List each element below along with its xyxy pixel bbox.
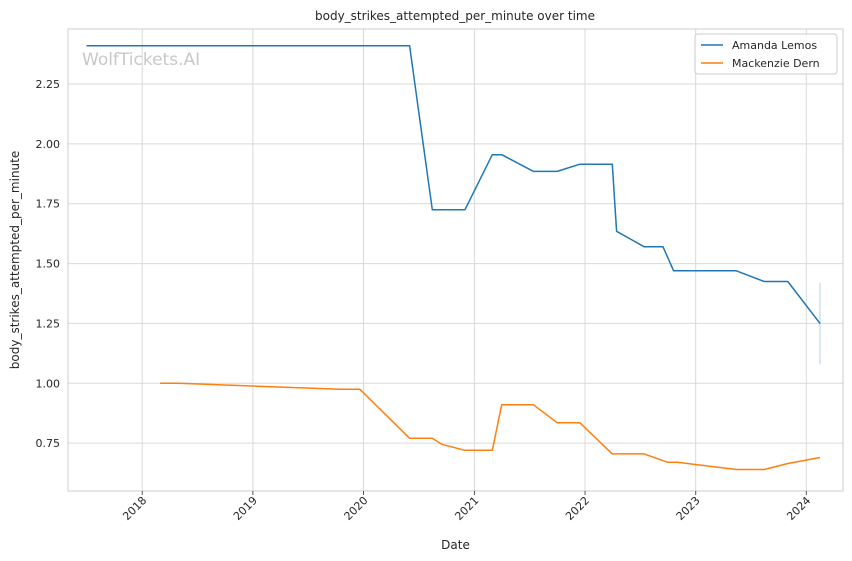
series-line-2: [160, 382, 821, 471]
legend-label-1: Amanda Lemos: [732, 39, 817, 52]
y-tick-label: 1.25: [36, 317, 61, 330]
y-tick-label: 1.75: [36, 198, 61, 211]
y-axis-title: body_strikes_attempted_per_minute: [8, 151, 22, 369]
y-tick-label: 1.00: [36, 377, 61, 390]
y-tick-label: 1.50: [36, 258, 61, 271]
series-layer: [86, 45, 821, 471]
y-tick-label: 0.75: [36, 437, 61, 450]
chart-title: body_strikes_attempted_per_minute over t…: [315, 9, 595, 23]
legend: Amanda Lemos Mackenzie Dern: [694, 33, 838, 75]
y-axis: 0.75 1.00 1.25 1.50 1.75 2.00 2.25: [36, 78, 61, 450]
legend-box: [694, 33, 838, 75]
y-tick-label: 2.25: [36, 78, 61, 91]
watermark: WolfTickets.AI: [82, 50, 200, 70]
plot-frame: [67, 28, 844, 492]
y-tick-label: 2.00: [36, 138, 61, 151]
x-axis-title: Date: [441, 538, 470, 552]
legend-label-2: Mackenzie Dern: [732, 57, 820, 70]
plot-area: WolfTickets.AI: [67, 28, 844, 492]
series-line-1: [86, 45, 821, 324]
